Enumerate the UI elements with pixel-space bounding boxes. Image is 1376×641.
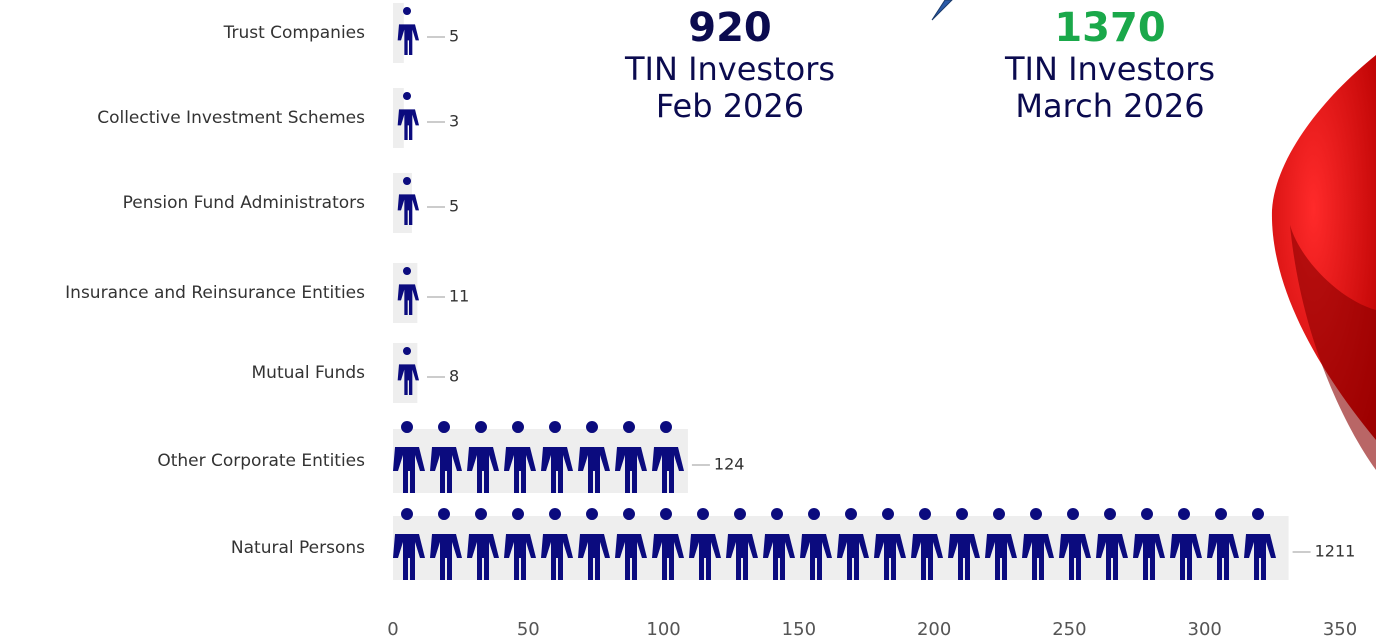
page: 0 50 100 150 200 250 300 350 5 3 5 11 8 124 1211 Trust… bbox=[0, 0, 1376, 641]
x-tick-label: 350 bbox=[1323, 619, 1357, 640]
arrow-decoration bbox=[932, 0, 952, 20]
x-tick-label: 100 bbox=[646, 619, 680, 640]
data-label: 11 bbox=[449, 287, 469, 306]
stat-number: 1370 bbox=[950, 5, 1270, 51]
category-label: Insurance and Reinsurance Entities bbox=[65, 282, 365, 304]
data-label: 5 bbox=[449, 197, 459, 216]
stat-period: Feb 2026 bbox=[570, 88, 890, 125]
x-tick-label: 250 bbox=[1052, 619, 1086, 640]
category-label: Pension Fund Administrators bbox=[65, 192, 365, 214]
stat-label: TIN Investors bbox=[570, 51, 890, 88]
category-label: Natural Persons bbox=[65, 537, 365, 559]
stat-period: March 2026 bbox=[950, 88, 1270, 125]
x-tick-label: 150 bbox=[782, 619, 816, 640]
data-label: 5 bbox=[449, 27, 459, 46]
category-label: Other Corporate Entities bbox=[65, 450, 365, 472]
data-label: 8 bbox=[449, 367, 459, 386]
stat-label: TIN Investors bbox=[950, 51, 1270, 88]
category-label: Mutual Funds bbox=[65, 362, 365, 384]
category-label: Collective Investment Schemes bbox=[65, 107, 365, 129]
x-tick-label: 300 bbox=[1188, 619, 1222, 640]
data-label: 124 bbox=[714, 455, 745, 474]
stat-number: 920 bbox=[570, 5, 890, 51]
data-label: 3 bbox=[449, 112, 459, 131]
category-label: Trust Companies bbox=[65, 22, 365, 44]
x-tick-label: 50 bbox=[517, 619, 540, 640]
data-label: 1211 bbox=[1315, 542, 1356, 561]
x-tick-label: 200 bbox=[917, 619, 951, 640]
x-tick-label: 0 bbox=[387, 619, 398, 640]
